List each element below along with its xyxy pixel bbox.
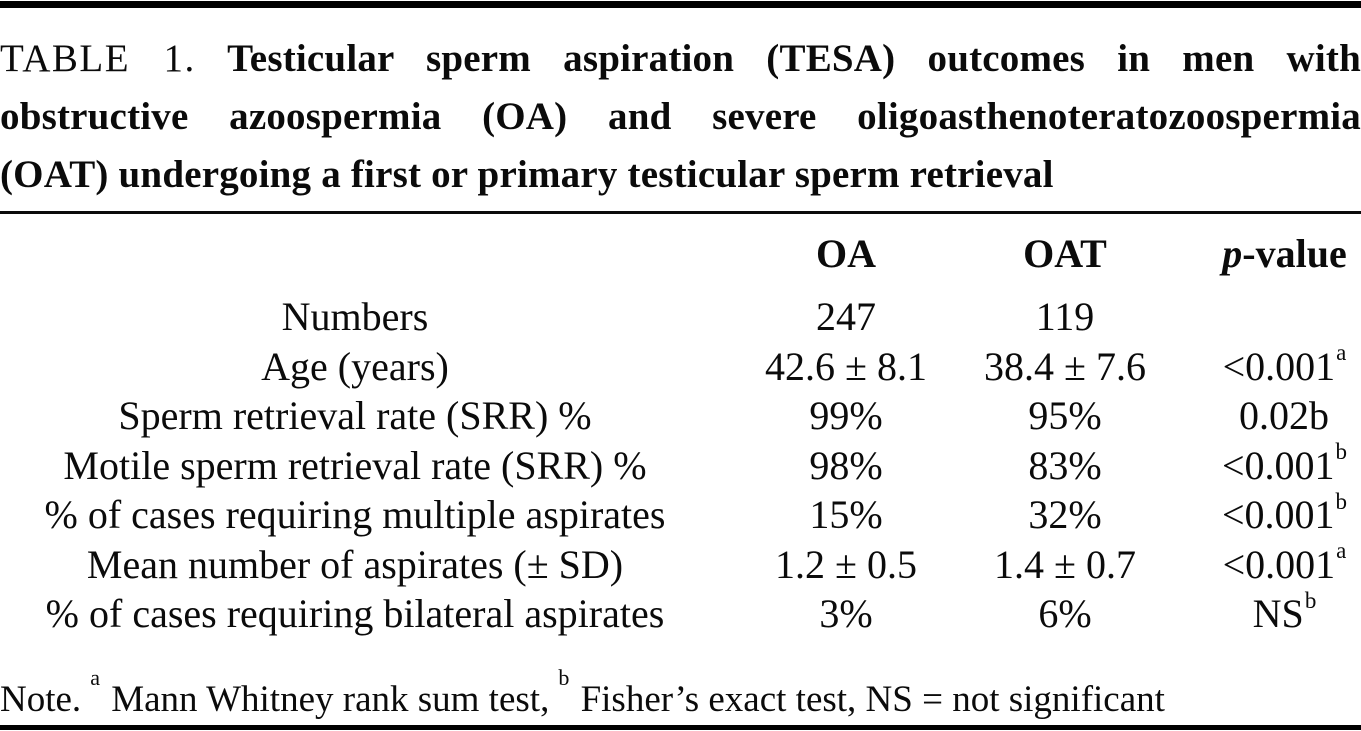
oa-value: 42.6 ± 8.1 bbox=[765, 343, 927, 389]
oat-value: 38.4 ± 7.6 bbox=[984, 343, 1146, 389]
data-table: OA OAT p -value Numbers 247 119 Age (year… bbox=[0, 214, 1361, 639]
table-title: TABLE 1. Testicular sperm aspiration (TE… bbox=[0, 30, 1361, 204]
oa-value: 247 bbox=[816, 294, 876, 340]
title-line-1-text: Testicular sperm aspiration (TESA) outco… bbox=[227, 37, 1361, 80]
oa-value: 1.2 ± 0.5 bbox=[775, 541, 917, 587]
title-line-2: obstructive azoospermia (OA) and severe … bbox=[0, 95, 1361, 138]
oa-value: 99% bbox=[809, 393, 883, 439]
oa-value: 15% bbox=[809, 492, 883, 538]
note-prefix: Note. bbox=[0, 678, 82, 720]
p-value-text: <0.001 bbox=[1221, 492, 1335, 538]
p-value-cell: <0.001 b bbox=[1221, 488, 1348, 538]
table-note: Note. a Mann Whitney rank sum test, b Fish… bbox=[0, 667, 1361, 721]
header-empty bbox=[0, 214, 710, 292]
row-label: Mean number of aspirates (± SD) bbox=[86, 541, 624, 587]
p-value-text: <0.001 bbox=[1222, 343, 1336, 389]
header-oa: OA bbox=[816, 230, 876, 276]
note-text-b: Fisher’s exact test, NS = not significan… bbox=[571, 678, 1165, 720]
p-value-rest: -value bbox=[1242, 230, 1347, 276]
oat-value: 32% bbox=[1028, 492, 1102, 538]
note-text-a: Mann Whitney rank sum test, bbox=[101, 678, 550, 720]
row-label: Sperm retrieval rate (SRR) % bbox=[118, 393, 592, 439]
header-oat: OAT bbox=[1023, 230, 1107, 276]
p-value-text: NS bbox=[1252, 591, 1304, 637]
header-rule bbox=[0, 211, 1361, 214]
table-number-label: TABLE 1. bbox=[0, 37, 196, 80]
row-label: % of cases requiring multiple aspirates bbox=[44, 492, 666, 538]
oat-value: 6% bbox=[1038, 591, 1092, 637]
p-value-cell: <0.001 b bbox=[1221, 439, 1348, 488]
row-label: Numbers bbox=[281, 294, 429, 340]
title-line-3: (OAT) undergoing a first or primary test… bbox=[0, 153, 1054, 196]
title-line-1: TABLE 1. Testicular sperm aspiration (TE… bbox=[0, 30, 1361, 88]
oat-value: 119 bbox=[1035, 294, 1095, 340]
p-value-cell bbox=[1148, 292, 1361, 342]
p-value-text: 0.02b bbox=[1239, 393, 1329, 439]
row-label: Age (years) bbox=[261, 343, 449, 389]
p-value-text: <0.001 bbox=[1222, 541, 1336, 587]
p-value-cell: NS b bbox=[1252, 587, 1317, 637]
oa-value: 98% bbox=[809, 442, 883, 488]
oat-value: 1.4 ± 0.7 bbox=[994, 541, 1136, 587]
row-label: Motile sperm retrieval rate (SRR) % bbox=[63, 442, 647, 488]
p-value-cell: 0.02b bbox=[1148, 391, 1361, 441]
oat-value: 83% bbox=[1028, 442, 1102, 488]
note-superscript-a: a bbox=[90, 665, 100, 691]
oa-value: 3% bbox=[819, 591, 873, 637]
p-value-cell: <0.001 a bbox=[1222, 538, 1347, 587]
bottom-rule bbox=[0, 724, 1361, 730]
note-superscript-b: b bbox=[558, 665, 570, 691]
p-value-cell: <0.001 a bbox=[1222, 340, 1347, 389]
header-p-value: p -value bbox=[1148, 214, 1361, 292]
row-label: % of cases requiring bilateral aspirates bbox=[45, 591, 665, 637]
p-value-italic-p: p bbox=[1222, 230, 1243, 276]
p-value-text: <0.001 bbox=[1221, 442, 1335, 488]
oat-value: 95% bbox=[1028, 393, 1102, 439]
top-rule bbox=[0, 1, 1361, 8]
